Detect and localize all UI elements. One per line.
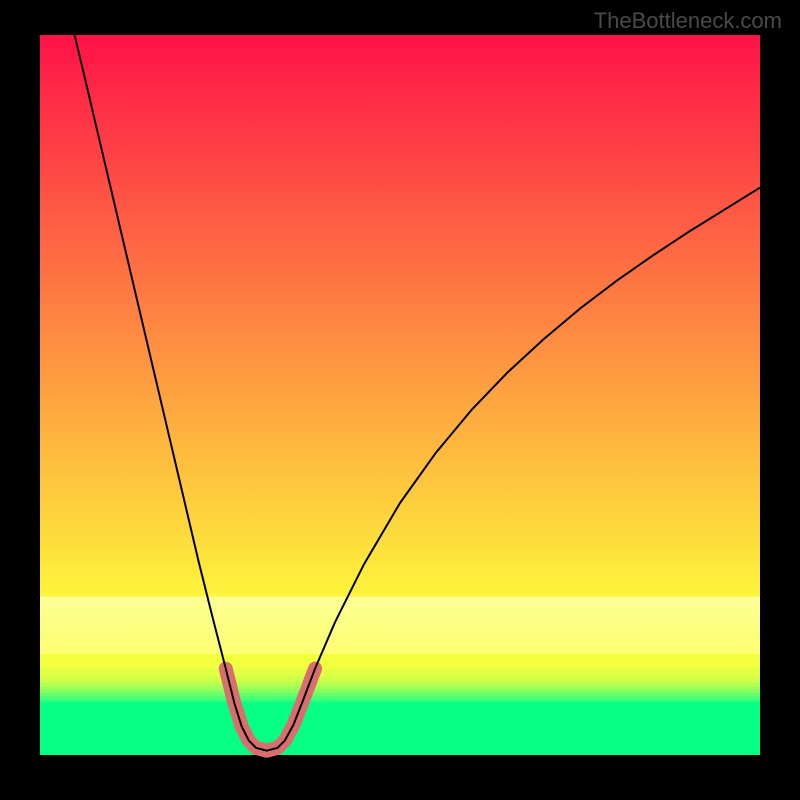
chart-svg bbox=[40, 35, 760, 755]
bottleneck-curve-path bbox=[75, 35, 760, 751]
chart-plot-area bbox=[40, 35, 760, 755]
watermark-text: TheBottleneck.com bbox=[594, 8, 782, 34]
valley-highlight-path bbox=[226, 669, 315, 751]
